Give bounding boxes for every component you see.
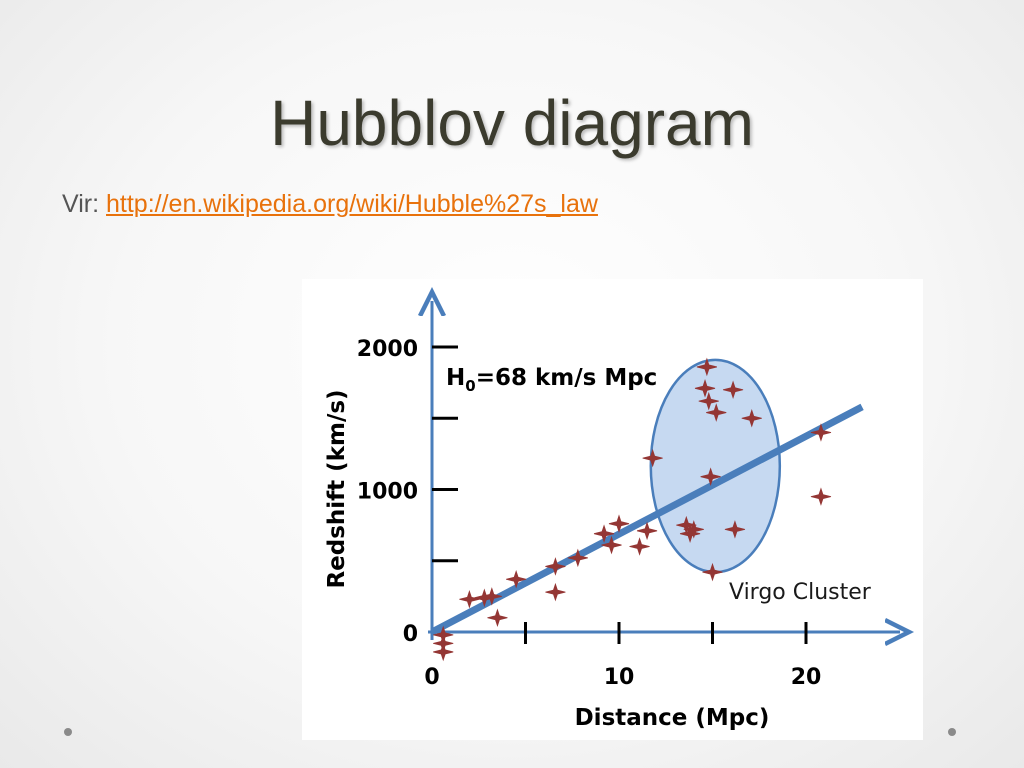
- virgo-cluster-ellipse: [649, 358, 782, 574]
- data-point: [702, 562, 723, 582]
- y-tick-label: 2000: [357, 337, 418, 362]
- source-link[interactable]: http://en.wikipedia.org/wiki/Hubble%27s_…: [106, 190, 598, 218]
- data-point: [706, 403, 727, 422]
- data-point: [694, 379, 716, 398]
- data-point: [481, 587, 502, 606]
- data-point: [700, 467, 721, 486]
- hubble-fit-line: [430, 403, 864, 636]
- data-point: [506, 570, 527, 589]
- virgo-cluster-label: Virgo Cluster: [729, 580, 872, 605]
- data-point: [487, 608, 508, 628]
- data-point: [698, 391, 719, 411]
- data-point: [545, 582, 566, 602]
- x-axis-title: Distance (Mpc): [575, 705, 770, 731]
- x-tick-label: 10: [604, 665, 635, 690]
- data-point: [741, 408, 762, 428]
- data-point: [696, 357, 717, 377]
- data-point: [545, 557, 566, 576]
- hubble-chart: 0 1000 2000 0 10 20 Distance (Mpc) Redshift (km…: [324, 279, 923, 731]
- y-tick-label: 0: [403, 622, 418, 647]
- data-point: [724, 520, 746, 539]
- hubble-diagram-figure: 0 1000 2000 0 10 20 Distance (Mpc) Redshift (km…: [302, 279, 923, 740]
- data-point: [722, 380, 744, 400]
- slide-title: Hubblov diagram: [270, 87, 754, 159]
- data-point: [810, 487, 832, 506]
- y-tick-label: 1000: [357, 480, 418, 505]
- x-tick-label: 20: [791, 665, 822, 690]
- y-axis-title: Redshift (km/s): [324, 389, 350, 588]
- data-point: [593, 524, 615, 543]
- data-point: [642, 448, 663, 468]
- data-point: [433, 642, 454, 662]
- slide-bullet-dot-left: [64, 728, 72, 736]
- data-point: [629, 537, 650, 556]
- slide-bullet-dot-right: [948, 728, 956, 736]
- data-point: [810, 423, 832, 442]
- source-prefix: Vir:: [62, 190, 100, 218]
- data-point: [567, 548, 588, 568]
- data-point: [608, 514, 630, 533]
- hubble-constant-label: H0=68 km/s Mpc: [446, 365, 657, 395]
- x-tick-label: 0: [424, 665, 439, 690]
- data-point: [683, 520, 704, 539]
- source-line: Vir: http://en.wikipedia.org/wiki/Hubble…: [62, 190, 598, 219]
- data-point: [601, 535, 622, 555]
- data-point: [636, 521, 658, 541]
